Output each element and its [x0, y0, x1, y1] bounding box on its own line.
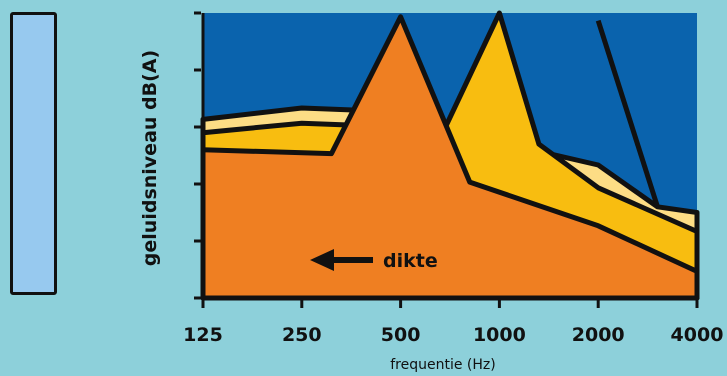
- x-tick-label-5: 4000: [671, 324, 724, 346]
- x-axis-title: frequentie (Hz): [390, 357, 495, 373]
- annotation-label: dikte: [383, 250, 438, 272]
- x-ticks-group: 125 250 500 1000 2000 4000: [183, 300, 723, 346]
- area-series-2: [200, 14, 700, 301]
- x-tick-label-0: 125: [183, 324, 223, 346]
- annotation-arrow: [310, 249, 373, 271]
- y-ticks-group: [194, 11, 201, 300]
- x-tick-label-2: 500: [381, 324, 421, 346]
- arrow-head: [310, 249, 334, 271]
- y-axis-title: geluidsniveau dB(A): [139, 50, 161, 266]
- x-tick-label-3: 1000: [473, 324, 526, 346]
- area-series-group: [200, 10, 700, 301]
- x-tick-label-4: 2000: [572, 324, 625, 346]
- x-tick-label-1: 250: [282, 324, 322, 346]
- series-outline-3: [595, 19, 660, 208]
- thickness-bar: [10, 12, 57, 295]
